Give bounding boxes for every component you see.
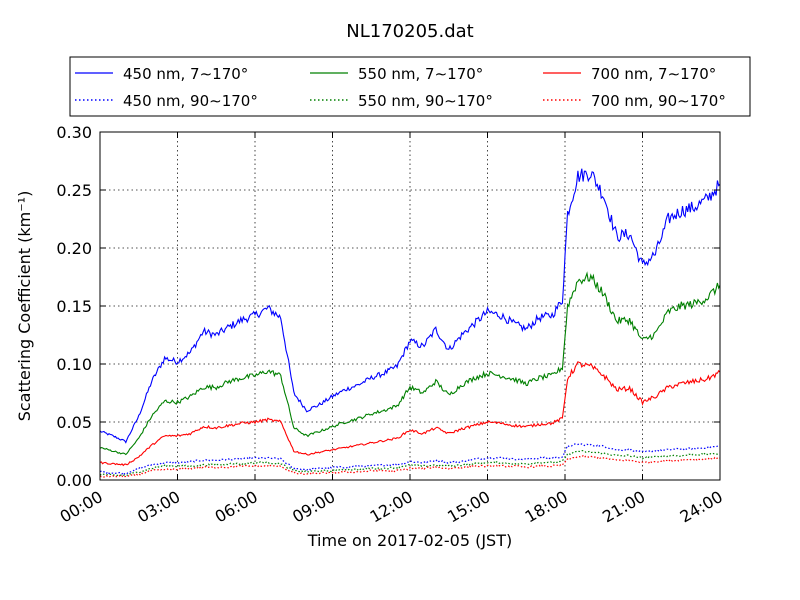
legend-entry-2: 550 nm, 7∼170°	[358, 65, 483, 83]
legend-entry-4: 700 nm, 7∼170°	[591, 65, 716, 83]
series-line-4	[99, 361, 721, 467]
y-tick-label: 0.15	[56, 297, 92, 316]
legend-entry-1: 450 nm, 90∼170°	[123, 92, 258, 110]
legend-entry-3: 550 nm, 90∼170°	[358, 92, 493, 110]
series-line-3	[99, 449, 721, 477]
series-line-1	[100, 443, 721, 475]
y-tick-label: 0.25	[56, 181, 92, 200]
series-line-0	[99, 168, 721, 444]
y-tick-label: 0.20	[56, 239, 92, 258]
y-tick-label: 0.30	[56, 123, 92, 142]
series-line-2	[99, 271, 721, 456]
series-line-5	[99, 455, 721, 479]
legend: 450 nm, 7∼170° 450 nm, 90∼170° 550 nm, 7∼1…	[69, 56, 751, 117]
y-tick-label: 0.10	[56, 355, 92, 374]
x-axis-label: Time on 2017-02-05 (JST)	[307, 531, 512, 550]
y-tick-label: 0.00	[56, 471, 92, 490]
legend-entry-0: 450 nm, 7∼170°	[123, 65, 248, 83]
legend-entry-5: 700 nm, 90∼170°	[591, 92, 726, 110]
chart-title: NL170205.dat	[346, 21, 473, 42]
legend-frame	[69, 56, 751, 117]
y-tick-label: 0.05	[56, 413, 92, 432]
y-axis-label: Scattering Coefficient (km⁻¹)	[15, 191, 34, 422]
series-lines	[99, 168, 721, 479]
